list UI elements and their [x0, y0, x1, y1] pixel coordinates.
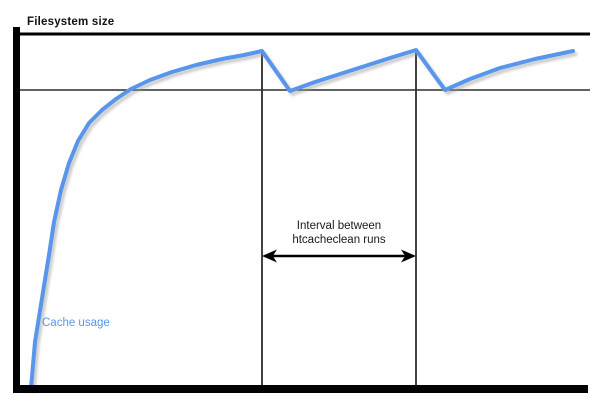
- cache-usage-curve: [29, 48, 575, 390]
- interval-arrow-left-head: [262, 249, 277, 263]
- interval-arrow-right-head: [401, 249, 416, 263]
- y-axis-bar: [13, 27, 20, 393]
- x-axis-bar: [13, 385, 588, 393]
- cache-usage-label: Cache usage: [42, 317, 110, 329]
- filesystem-size-label: Filesystem size: [27, 16, 115, 28]
- htcacheclean-interval-label: Interval between htcacheclean runs: [292, 220, 386, 246]
